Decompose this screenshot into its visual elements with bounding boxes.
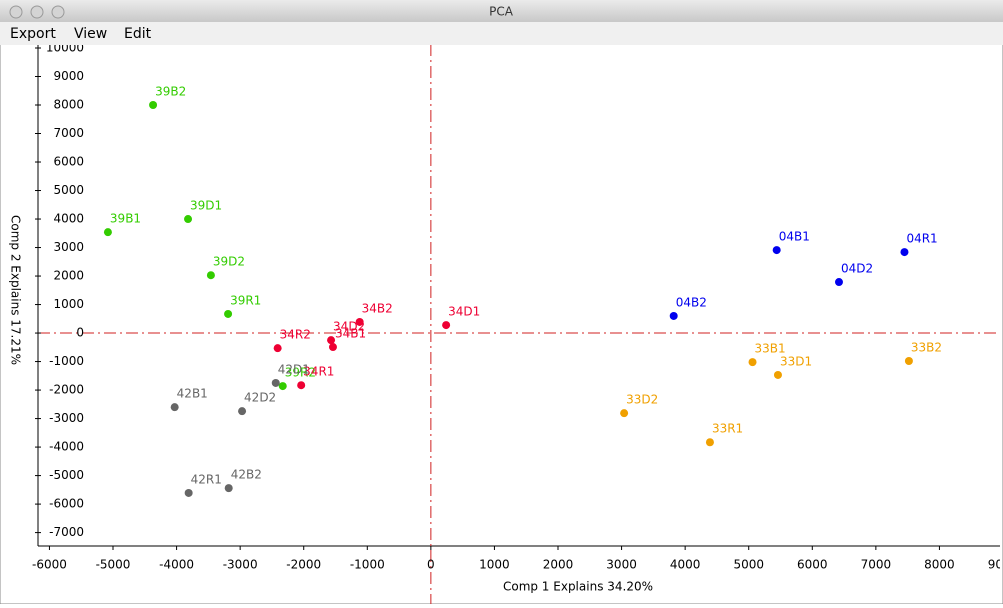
point xyxy=(706,438,714,446)
x-tick-label: -4000 xyxy=(159,558,194,572)
point-label: 34R2 xyxy=(280,328,311,342)
point xyxy=(104,228,112,236)
menu-item[interactable]: View xyxy=(74,26,107,42)
point xyxy=(905,357,913,365)
point xyxy=(185,489,193,497)
y-tick-label: -6000 xyxy=(49,497,84,511)
point xyxy=(620,409,628,417)
x-tick-label: -6000 xyxy=(32,558,67,572)
point xyxy=(900,248,908,256)
y-tick-label: -7000 xyxy=(49,525,84,539)
y-tick-label: 9000 xyxy=(53,69,84,83)
point xyxy=(670,312,678,320)
x-tick-label: -3000 xyxy=(223,558,258,572)
x-tick-label: 5000 xyxy=(733,558,764,572)
point xyxy=(184,215,192,223)
x-tick-label: -5000 xyxy=(96,558,131,572)
point-label: 33D2 xyxy=(626,393,658,407)
point xyxy=(207,271,215,279)
point-label: 42B2 xyxy=(231,468,262,482)
x-tick-label: 1000 xyxy=(479,558,510,572)
point-label: 39B1 xyxy=(110,212,141,226)
y-tick-label: 5000 xyxy=(53,183,84,197)
point xyxy=(224,310,232,318)
y-tick-label: -1000 xyxy=(49,354,84,368)
y-tick-label: 0 xyxy=(76,326,84,340)
x-tick-label: 0 xyxy=(427,558,435,572)
point-label: 39R1 xyxy=(230,293,261,307)
point-label: 39B2 xyxy=(155,85,186,99)
point-label: 33D1 xyxy=(780,354,812,368)
point xyxy=(773,246,781,254)
point xyxy=(279,382,287,390)
x-axis-label: Comp 1 Explains 34.20% xyxy=(503,580,653,594)
point-label: 42B1 xyxy=(177,387,208,401)
x-tick-label: 2000 xyxy=(543,558,574,572)
x-tick-label: 4000 xyxy=(670,558,701,572)
close-button[interactable] xyxy=(10,6,22,18)
y-tick-label: 7000 xyxy=(53,126,84,140)
point-label: 39D1 xyxy=(190,199,222,213)
point-label: 42R1 xyxy=(191,472,222,486)
point-label: 04D2 xyxy=(841,262,873,276)
point xyxy=(272,379,280,387)
y-tick-label: -5000 xyxy=(49,468,84,482)
point-label: 04B2 xyxy=(676,295,707,309)
point xyxy=(329,343,337,351)
x-tick-label: 8000 xyxy=(924,558,955,572)
x-tick-label: 3000 xyxy=(606,558,637,572)
menu-item[interactable]: Export xyxy=(10,26,56,42)
x-tick-label: -1000 xyxy=(350,558,385,572)
point-label: 04B1 xyxy=(779,230,810,244)
point xyxy=(149,101,157,109)
point-label: 39D2 xyxy=(213,255,245,269)
point xyxy=(225,484,233,492)
y-tick-label: 8000 xyxy=(53,98,84,112)
point-label: 33B2 xyxy=(911,340,942,354)
y-tick-label: 3000 xyxy=(53,240,84,254)
point xyxy=(297,381,305,389)
x-tick-label: -2000 xyxy=(286,558,321,572)
point xyxy=(238,407,246,415)
zoom-button[interactable] xyxy=(52,6,64,18)
y-tick-label: -2000 xyxy=(49,383,84,397)
menu-item[interactable]: Edit xyxy=(124,26,152,42)
y-tick-label: 1000 xyxy=(53,297,84,311)
point-label: 04R1 xyxy=(906,232,937,246)
point xyxy=(327,336,335,344)
minimize-button[interactable] xyxy=(31,6,43,18)
x-tick-label: 7000 xyxy=(861,558,892,572)
y-tick-label: -3000 xyxy=(49,411,84,425)
point xyxy=(274,344,282,352)
y-tick-label: 4000 xyxy=(53,212,84,226)
point-label: 34D1 xyxy=(448,305,480,319)
y-axis-label: Comp 2 Explains 17.21% xyxy=(9,215,23,365)
point-label: 34B1 xyxy=(335,327,366,341)
point xyxy=(442,321,450,329)
point xyxy=(171,403,179,411)
x-tick-label: 6000 xyxy=(797,558,828,572)
window-title: PCA xyxy=(489,5,514,19)
point xyxy=(774,371,782,379)
point xyxy=(835,278,843,286)
point xyxy=(749,358,757,366)
y-tick-label: -4000 xyxy=(49,440,84,454)
point-label: 42D1 xyxy=(278,362,310,376)
point-label: 42D2 xyxy=(244,391,276,405)
point-label: 33R1 xyxy=(712,422,743,436)
point-label: 34B2 xyxy=(362,301,393,315)
y-tick-label: 2000 xyxy=(53,269,84,283)
y-tick-label: 6000 xyxy=(53,155,84,169)
